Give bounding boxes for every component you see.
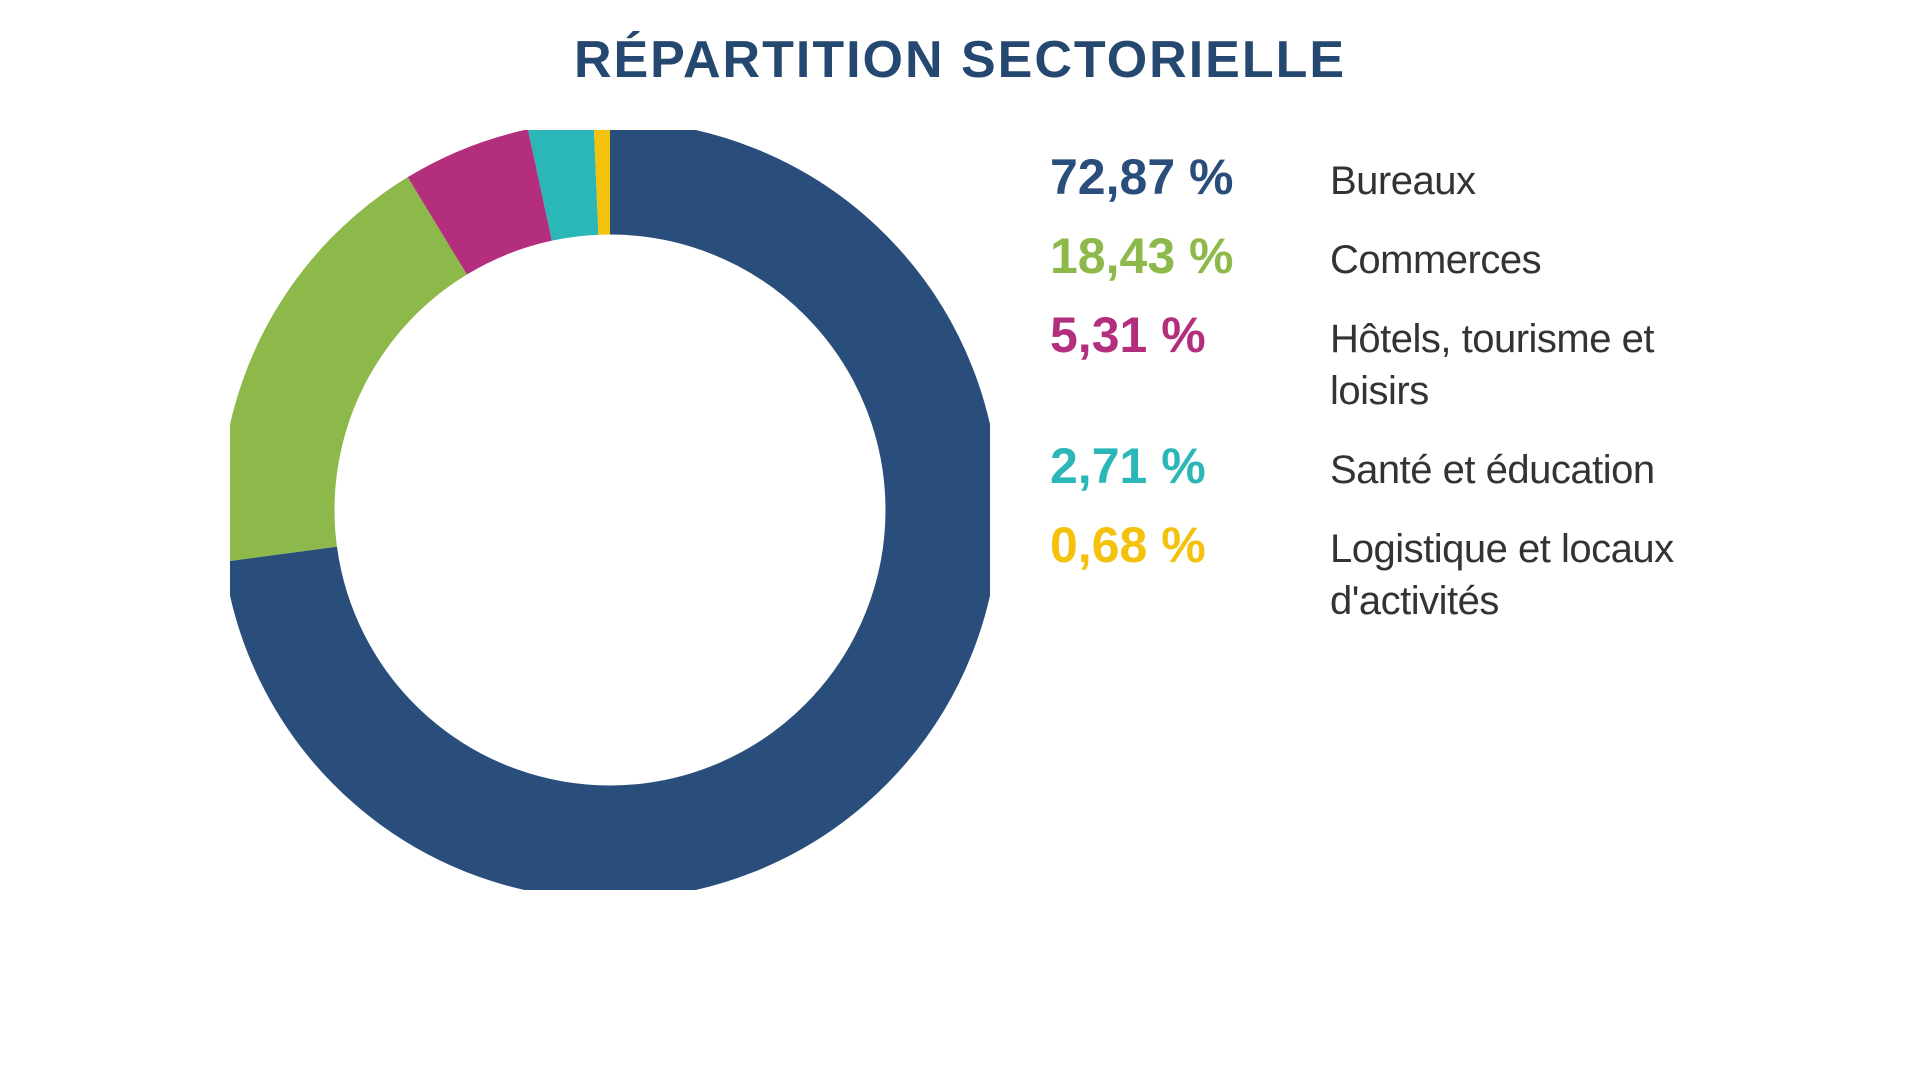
legend-row: 18,43 %Commerces bbox=[1050, 229, 1690, 286]
legend-percent: 18,43 % bbox=[1050, 229, 1330, 284]
legend-percent: 72,87 % bbox=[1050, 150, 1330, 205]
chart-title: RÉPARTITION SECTORIELLE bbox=[0, 30, 1920, 90]
legend-label: Commerces bbox=[1330, 234, 1541, 286]
legend-row: 72,87 %Bureaux bbox=[1050, 150, 1690, 207]
legend-row: 2,71 %Santé et éducation bbox=[1050, 439, 1690, 496]
legend-label: Logistique et locaux d'activités bbox=[1330, 523, 1690, 627]
donut-chart bbox=[230, 130, 990, 890]
legend-row: 5,31 %Hôtels, tourisme et loisirs bbox=[1050, 308, 1690, 417]
legend-percent: 0,68 % bbox=[1050, 518, 1330, 573]
legend: 72,87 %Bureaux18,43 %Commerces5,31 %Hôte… bbox=[1050, 150, 1690, 627]
donut-svg bbox=[230, 130, 990, 890]
legend-label: Santé et éducation bbox=[1330, 444, 1655, 496]
legend-label: Hôtels, tourisme et loisirs bbox=[1330, 313, 1690, 417]
chart-container: RÉPARTITION SECTORIELLE 72,87 %Bureaux18… bbox=[0, 0, 1920, 1080]
chart-content: 72,87 %Bureaux18,43 %Commerces5,31 %Hôte… bbox=[0, 130, 1920, 890]
legend-label: Bureaux bbox=[1330, 155, 1475, 207]
legend-row: 0,68 %Logistique et locaux d'activités bbox=[1050, 518, 1690, 627]
legend-percent: 2,71 % bbox=[1050, 439, 1330, 494]
legend-percent: 5,31 % bbox=[1050, 308, 1330, 363]
